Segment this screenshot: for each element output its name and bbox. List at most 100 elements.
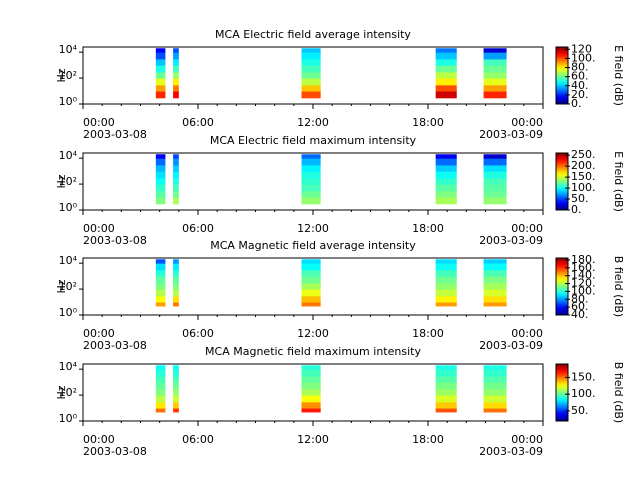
colorbar-tick-label: 0. bbox=[571, 97, 582, 110]
spectrogram-cell bbox=[435, 48, 457, 53]
colorbar-tick-label: 120. bbox=[571, 277, 596, 290]
colorbar-tick-label: 150. bbox=[571, 370, 596, 383]
panel-title: MCA Magnetic field average intensity bbox=[210, 239, 416, 252]
x-tick-label: 12:00 bbox=[297, 222, 329, 235]
spectrogram-cell bbox=[173, 71, 179, 79]
colorbar-tick-label: 100. bbox=[571, 284, 596, 297]
spectrogram-cell bbox=[173, 375, 179, 383]
spectrogram-cell bbox=[301, 388, 321, 396]
colorbar-tick-label: 120 bbox=[571, 42, 592, 55]
colorbar-tick-label: 80. bbox=[571, 292, 589, 305]
spectrogram-cell bbox=[483, 395, 507, 403]
spectrogram-cell bbox=[173, 401, 179, 409]
spectrogram-cell bbox=[173, 52, 179, 60]
spectrogram-cell bbox=[483, 78, 507, 86]
colorbar-tick-label: 80. bbox=[571, 61, 589, 74]
colorbar-tick-label: 160. bbox=[571, 261, 596, 274]
x-tick-date: 2003-03-09 bbox=[479, 445, 543, 458]
spectrogram-cell bbox=[301, 184, 321, 192]
spectrogram-cell bbox=[435, 52, 457, 60]
colorbar bbox=[555, 46, 569, 105]
spectrogram-cell bbox=[483, 48, 507, 53]
colorbar bbox=[555, 152, 569, 211]
spectrogram-cell bbox=[301, 295, 321, 303]
x-tick-label: 12:00 bbox=[297, 433, 329, 446]
colorbar-tick-label: 100. bbox=[571, 51, 596, 64]
spectrogram-cell bbox=[173, 158, 179, 166]
y-axis-label: Hz bbox=[55, 174, 68, 188]
spectrogram-cell bbox=[173, 259, 179, 264]
spectrogram-cell bbox=[435, 263, 457, 271]
y-tick-label: 10⁴ bbox=[59, 360, 78, 373]
colorbar bbox=[555, 257, 569, 316]
spectrogram-cell bbox=[301, 382, 321, 390]
spectrogram-cell bbox=[483, 177, 507, 185]
x-tick-label: 00:00 bbox=[83, 222, 115, 235]
spectrogram-cell bbox=[483, 269, 507, 277]
x-tick-label: 18:00 bbox=[412, 433, 444, 446]
x-tick-label: 00:00 bbox=[511, 222, 543, 235]
spectrogram-cell bbox=[173, 369, 179, 377]
y-tick-label: 10⁰ bbox=[59, 306, 78, 319]
y-axis-label: Hz bbox=[55, 68, 68, 82]
spectrogram-cell bbox=[483, 84, 507, 92]
spectrogram-cell bbox=[173, 58, 179, 66]
spectrogram-cell bbox=[155, 408, 166, 413]
x-tick-label: 12:00 bbox=[297, 327, 329, 340]
spectrogram-cell bbox=[301, 289, 321, 297]
spectrogram-cell bbox=[301, 190, 321, 198]
x-tick-label: 06:00 bbox=[182, 433, 214, 446]
colorbar-tick-label: 40. bbox=[571, 79, 589, 92]
spectrogram-cell bbox=[435, 154, 457, 159]
spectrogram-cell bbox=[435, 369, 457, 377]
spectrogram-cell bbox=[301, 177, 321, 185]
spectrogram-cell bbox=[173, 276, 179, 284]
spectrogram-cell bbox=[155, 197, 166, 205]
spectrogram-cell bbox=[155, 302, 166, 307]
x-tick-label: 00:00 bbox=[511, 116, 543, 129]
panel-title: MCA Electric field maximum intensity bbox=[210, 134, 417, 147]
colorbar-tick-label: 40. bbox=[571, 308, 589, 321]
colorbar-label: E field (dB) bbox=[612, 45, 625, 106]
spectrogram-cell bbox=[301, 58, 321, 66]
spectrogram-cell bbox=[155, 395, 166, 403]
spectrogram-cell bbox=[155, 375, 166, 383]
spectrogram-cell bbox=[301, 395, 321, 403]
spectrogram-cell bbox=[435, 197, 457, 205]
spectrogram-cell bbox=[155, 71, 166, 79]
spectrogram-cell bbox=[435, 269, 457, 277]
x-tick-date: 2003-03-08 bbox=[83, 128, 147, 141]
spectrogram-cell bbox=[301, 65, 321, 73]
spectrogram-cell bbox=[483, 184, 507, 192]
spectrogram-cell bbox=[435, 365, 457, 370]
spectrogram-cell bbox=[155, 184, 166, 192]
spectrogram-cell bbox=[173, 282, 179, 290]
spectrogram-cell bbox=[155, 65, 166, 73]
spectrogram-cell bbox=[155, 58, 166, 66]
spectrogram-cell bbox=[483, 263, 507, 271]
spectrogram-cell bbox=[173, 78, 179, 86]
spectrogram-cell bbox=[173, 289, 179, 297]
panel-title: MCA Magnetic field maximum intensity bbox=[205, 345, 421, 358]
spectrogram-cell bbox=[155, 269, 166, 277]
spectrogram-cell bbox=[483, 408, 507, 413]
y-tick-label: 10⁴ bbox=[59, 149, 78, 162]
y-tick-label: 10⁰ bbox=[59, 201, 78, 214]
spectrogram-cell bbox=[301, 91, 321, 99]
spectrogram-cell bbox=[435, 78, 457, 86]
spectrogram-cell bbox=[483, 388, 507, 396]
spectrogram-cell bbox=[435, 289, 457, 297]
colorbar-tick-label: 200. bbox=[571, 159, 596, 172]
spectrogram-cell bbox=[483, 375, 507, 383]
colorbar bbox=[555, 363, 569, 422]
colorbar-tick-label: 50. bbox=[571, 192, 589, 205]
spectrogram-cell bbox=[301, 154, 321, 159]
spectrogram-cell bbox=[435, 71, 457, 79]
spectrogram-cell bbox=[435, 184, 457, 192]
y-tick-label: 10² bbox=[59, 280, 77, 293]
spectrogram-cell bbox=[155, 52, 166, 60]
spectrogram-cell bbox=[483, 289, 507, 297]
colorbar-tick-label: 60. bbox=[571, 70, 589, 83]
spectrogram-cell bbox=[435, 401, 457, 409]
spectrogram-cell bbox=[173, 295, 179, 303]
